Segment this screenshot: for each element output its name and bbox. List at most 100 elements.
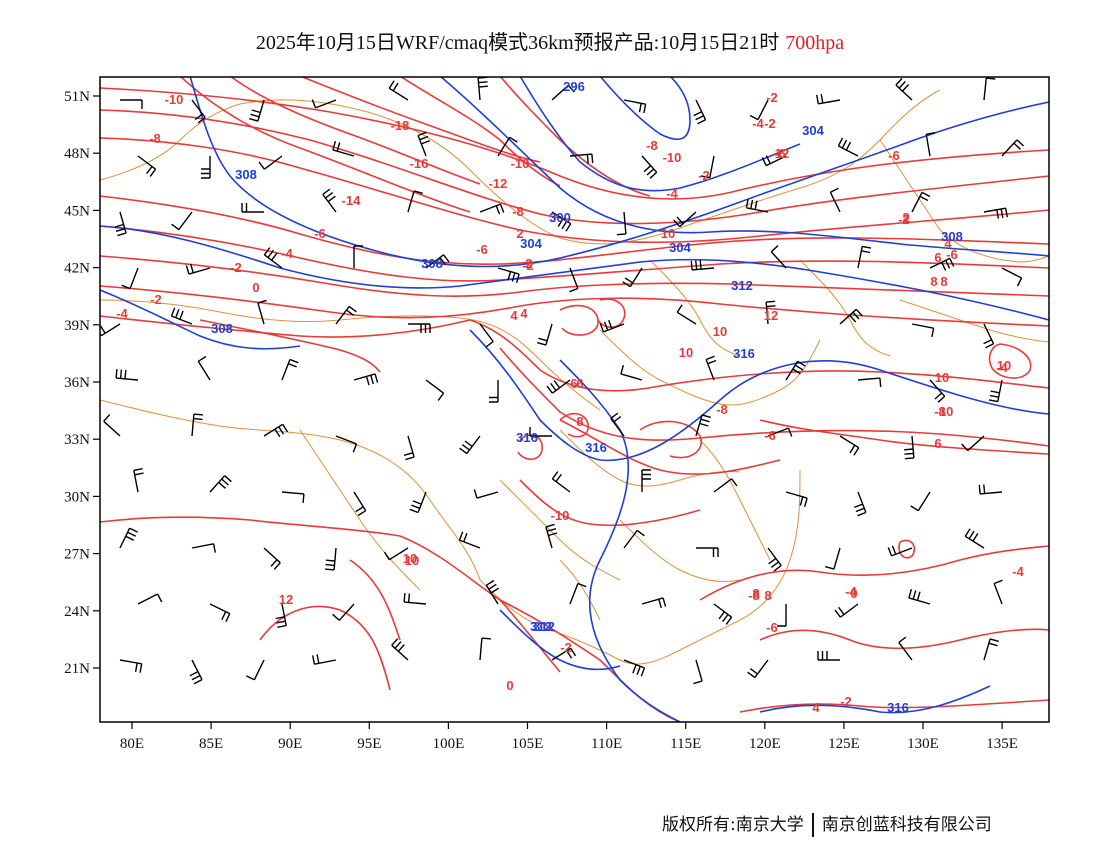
temperature-label: -6 xyxy=(476,242,488,257)
lat-tick-label: 36N xyxy=(64,375,90,391)
temperature-label: 4 xyxy=(510,308,518,323)
wind-barb xyxy=(610,412,625,437)
wind-barb xyxy=(676,304,697,325)
lat-tick-label: 21N xyxy=(64,661,90,677)
wind-barb xyxy=(983,207,1008,219)
map-title: 2025年10月15日WRF/cmaq模式36km预报产品:10月15日21时 7… xyxy=(0,26,1100,55)
wind-barb xyxy=(197,355,211,381)
wind-barb xyxy=(335,435,358,453)
province-border xyxy=(899,299,1049,343)
wind-barb xyxy=(275,603,287,628)
temperature-contour xyxy=(199,319,381,373)
height-contours xyxy=(100,77,1049,722)
temperature-label: 10 xyxy=(713,324,727,339)
wind-barb xyxy=(785,360,806,381)
temperature-label: -2 xyxy=(150,292,162,307)
temperature-contour xyxy=(639,420,703,459)
wind-barb xyxy=(770,245,787,269)
temperature-label: -4 xyxy=(845,584,857,599)
wind-barb xyxy=(281,358,299,381)
temperature-contour xyxy=(100,137,1049,244)
wind-barb xyxy=(114,211,127,237)
temperature-label: -14 xyxy=(342,193,362,208)
height-contour xyxy=(759,685,991,714)
wind-barb xyxy=(929,379,946,403)
temperature-label: 10 xyxy=(403,551,417,566)
lon-tick-label: 110E xyxy=(591,736,622,752)
lat-tick-label: 51N xyxy=(64,89,90,105)
wind-barb xyxy=(816,93,841,105)
temperature-contour xyxy=(259,605,391,691)
province-border xyxy=(559,559,601,621)
province-border xyxy=(479,469,801,665)
province-border xyxy=(699,439,771,561)
wind-barb xyxy=(459,435,481,455)
wind-barb xyxy=(312,654,337,665)
wind-barb xyxy=(497,136,518,157)
wind-barb xyxy=(403,435,415,461)
temperature-contour xyxy=(100,195,1049,266)
lon-tick-label: 135E xyxy=(986,736,1018,752)
height-label: 300 xyxy=(549,210,571,225)
wind-barb xyxy=(497,267,520,283)
province-border xyxy=(799,259,891,357)
wind-barb xyxy=(245,659,265,681)
wind-barb xyxy=(383,547,409,561)
temperature-label: -4 xyxy=(116,306,128,321)
lat-tick-label: 42N xyxy=(64,261,90,277)
wind-barb xyxy=(388,80,409,101)
lon-tick-label: 80E xyxy=(120,736,144,752)
province-border xyxy=(100,89,941,245)
temperature-label: -10 xyxy=(165,92,184,107)
temperature-label: 6 xyxy=(570,376,577,391)
wind-barb xyxy=(407,190,423,213)
temperature-contour xyxy=(469,319,1049,392)
temperature-label: -2 xyxy=(698,168,710,183)
wind-barb xyxy=(749,99,769,121)
height-contour xyxy=(100,289,301,350)
lat-tick-label: 48N xyxy=(64,146,90,162)
wind-barb xyxy=(616,211,627,236)
temperature-label: -8 xyxy=(748,588,760,603)
wind-barb xyxy=(904,435,915,460)
wind-barb xyxy=(569,582,587,605)
temperature-contour xyxy=(100,255,1049,297)
lat-tick-label: 39N xyxy=(64,318,90,334)
temperature-label: -2 xyxy=(560,640,572,655)
wind-barb xyxy=(133,468,144,493)
wind-barb xyxy=(263,247,283,269)
temperature-label: -4 xyxy=(281,246,293,261)
wind-barb xyxy=(191,543,216,553)
wind-barb xyxy=(353,491,367,517)
wind-barb xyxy=(929,257,955,271)
temperature-contour xyxy=(759,628,1049,650)
wind-barb xyxy=(281,491,305,503)
wind-barb xyxy=(925,132,936,157)
temperature-label: -8 xyxy=(149,131,161,146)
wind-barb xyxy=(765,300,776,325)
temperature-label: -8 xyxy=(716,402,728,417)
temperature-label: -18 xyxy=(391,118,410,133)
divider xyxy=(811,813,814,837)
temperature-contour xyxy=(100,225,1049,282)
wind-barb xyxy=(857,377,882,388)
wind-barb xyxy=(961,435,985,452)
temperature-label: 8 xyxy=(764,588,771,603)
copyright-company: 南京创蓝科技有限公司 xyxy=(821,815,992,835)
wind-barb xyxy=(700,155,715,179)
wind-barb xyxy=(623,529,645,549)
province-border xyxy=(299,429,421,591)
temperature-contour xyxy=(349,559,401,641)
temperature-label: 10 xyxy=(679,345,693,360)
wind-barb xyxy=(988,379,1003,403)
wind-barb xyxy=(747,659,769,679)
wind-barb xyxy=(137,593,163,605)
temperature-label: -16 xyxy=(410,156,429,171)
province-border xyxy=(879,139,1049,263)
wind-barb xyxy=(137,155,157,177)
wind-barb xyxy=(839,435,860,456)
temperature-contour xyxy=(100,516,401,537)
wind-barb xyxy=(529,427,552,437)
temperature-contour xyxy=(559,419,781,475)
temperature-label: 2 xyxy=(902,210,909,225)
